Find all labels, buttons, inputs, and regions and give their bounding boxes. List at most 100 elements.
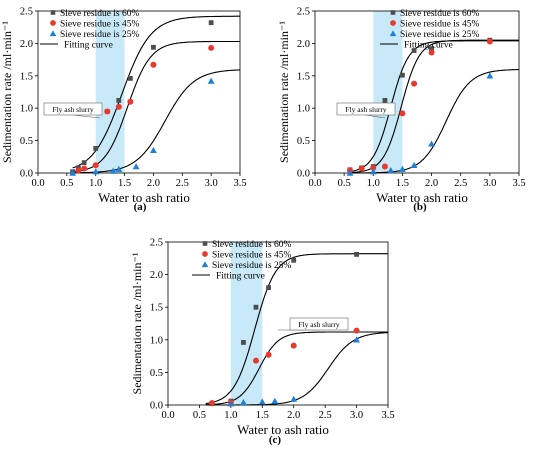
data-point <box>150 61 157 68</box>
data-point <box>353 327 360 334</box>
data-point <box>240 398 247 406</box>
y-tick-label: 0.5 <box>297 136 310 147</box>
x-tick-label: 2.0 <box>287 410 300 421</box>
callout-box <box>289 317 349 331</box>
data-point <box>410 161 418 168</box>
callout-leader <box>365 114 386 119</box>
legend-marker <box>390 20 396 26</box>
data-point <box>411 80 418 87</box>
legend: Sieve residue is 60%Sieve residue is 45%… <box>192 240 292 282</box>
x-tick-label: 3.5 <box>233 178 246 189</box>
x-tick-label: 0.5 <box>338 178 351 189</box>
data-point <box>382 98 388 103</box>
data-point <box>241 340 246 345</box>
data-point <box>429 46 434 51</box>
legend-label: Sieve residue is 25% <box>60 30 140 40</box>
legend-label: Sieve residue is 25% <box>400 30 480 40</box>
legend-label: Sieve residue is 45% <box>212 251 292 261</box>
x-tick-label: 1.5 <box>256 410 269 421</box>
fitting-curve <box>72 69 240 174</box>
legend-label: Fitting curve <box>216 272 265 282</box>
x-axis-label: Water to ash ratio <box>98 190 190 205</box>
x-axis-label: Water to ash ratio <box>376 190 468 205</box>
data-point <box>115 165 123 172</box>
data-point <box>207 77 215 84</box>
data-point <box>151 44 156 50</box>
data-point <box>290 342 297 349</box>
fitting-curve <box>72 40 240 173</box>
data-point <box>253 304 259 310</box>
x-tick-label: 3.0 <box>205 178 218 189</box>
panel-label: (a) <box>134 201 147 213</box>
data-point <box>353 336 360 343</box>
x-tick-label: 2.5 <box>176 178 189 189</box>
x-tick-label: 0.5 <box>60 178 73 189</box>
data-point <box>253 357 259 364</box>
data-point <box>209 400 215 407</box>
x-tick-label: 0.0 <box>31 178 44 189</box>
legend-label: Sieve residue is 60% <box>60 9 140 19</box>
x-tick-label: 2.5 <box>319 410 332 421</box>
x-tick-label: 3.0 <box>483 178 496 189</box>
data-point <box>370 164 377 171</box>
data-point <box>132 163 140 170</box>
data-point <box>115 103 122 110</box>
legend-label: Sieve residue is 45% <box>400 20 480 30</box>
data-point <box>150 146 157 154</box>
data-point <box>258 398 266 405</box>
data-point <box>208 20 214 26</box>
data-point <box>81 160 87 166</box>
x-tick-label: 2.5 <box>454 178 467 189</box>
data-point <box>399 110 406 117</box>
y-tick-label: 1.5 <box>150 303 163 314</box>
legend-label: Sieve residue is 60% <box>400 9 480 19</box>
data-point <box>69 169 77 176</box>
data-point <box>486 38 493 45</box>
y-tick-label: 1.0 <box>297 104 310 115</box>
y-tick-label: 1.5 <box>297 71 310 82</box>
data-point <box>109 167 117 174</box>
y-tick-label: 0.5 <box>20 136 33 147</box>
data-point <box>127 75 133 81</box>
data-point <box>81 165 88 172</box>
data-point <box>271 397 279 404</box>
x-tick-label: 3.5 <box>381 410 394 421</box>
y-tick-label: 0.5 <box>150 368 163 379</box>
y-tick-label: 1.0 <box>150 335 163 346</box>
y-tick-label: 2.5 <box>20 7 33 18</box>
x-tick-label: 0.0 <box>161 410 174 421</box>
plot-frame <box>167 241 389 406</box>
legend-label: Sieve residue is 45% <box>60 20 140 30</box>
data-point <box>227 400 235 407</box>
callout-box <box>336 102 396 116</box>
y-axis-label: Sedimentation rate /ml·min⁻¹ <box>0 21 14 163</box>
shaded-region <box>95 11 125 173</box>
y-tick-label: 0.0 <box>297 169 310 180</box>
panel-1: 0.0 0.5 1.0 1.5 2.0 2.5 3.0 3.5 0.0 0.5 1.0 1.5 2.0 2… <box>277 7 526 214</box>
data-point <box>387 167 395 174</box>
legend-marker <box>202 241 208 246</box>
x-tick-label: 3.0 <box>350 410 363 421</box>
plot-frame <box>37 10 241 174</box>
data-point <box>93 145 99 151</box>
data-point <box>290 395 298 402</box>
legend: Sieve residue is 60%Sieve residue is 45%… <box>380 9 480 51</box>
legend-marker <box>202 251 208 257</box>
x-tick-label: 1.5 <box>118 178 131 189</box>
data-point <box>208 44 215 51</box>
legend-marker <box>50 20 56 26</box>
callout-label: Fly ash slurry <box>345 105 387 114</box>
y-tick-label: 2.5 <box>297 7 310 18</box>
y-tick-label: 2.5 <box>150 238 163 249</box>
y-axis-label: Sedimentation rate /ml·min⁻¹ <box>130 252 144 394</box>
data-point <box>265 351 272 358</box>
x-tick-label: 1.5 <box>396 178 409 189</box>
legend-marker <box>390 10 396 15</box>
data-point <box>428 140 435 147</box>
x-axis-label: Water to ash ratio <box>237 422 329 437</box>
callout-label: Fly ash slurry <box>298 320 340 329</box>
x-tick-label: 0.5 <box>193 410 206 421</box>
panel-0: 0.0 0.5 1.0 1.5 2.0 2.5 3.0 3.5 0.0 0.5 1.0 1.5 2.0 2… <box>0 7 247 214</box>
data-point <box>428 49 435 56</box>
